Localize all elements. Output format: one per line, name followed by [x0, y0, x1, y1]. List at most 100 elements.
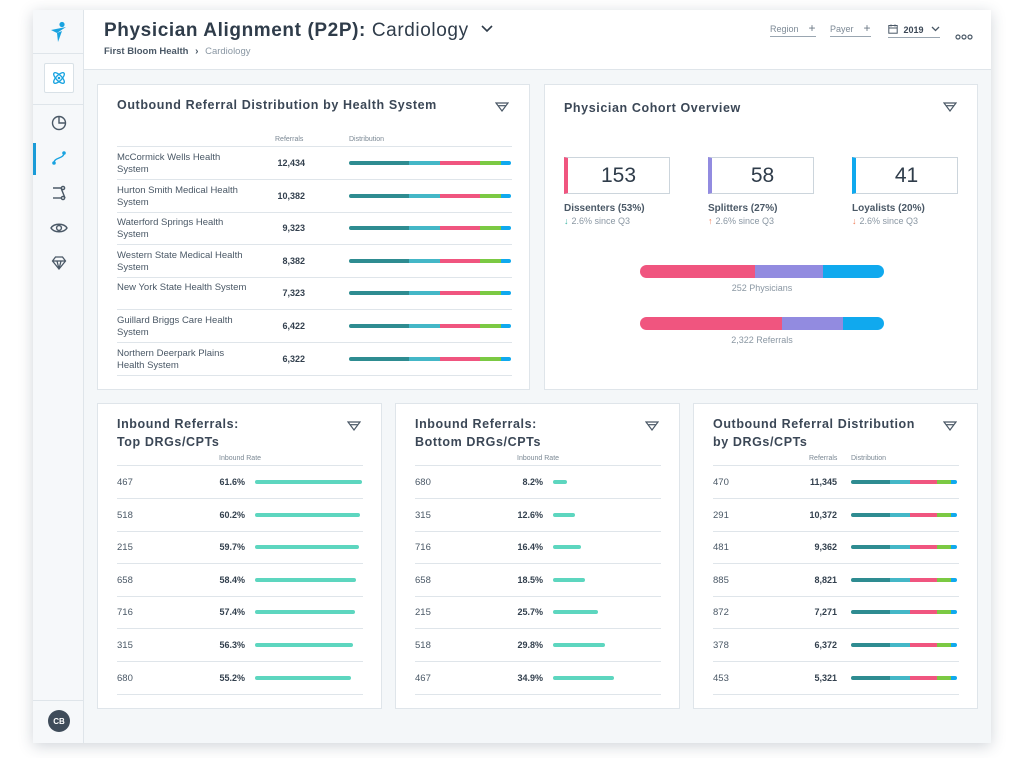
inbound-rate-bar[interactable]: [553, 675, 614, 680]
table-row[interactable]: 467 61.6%: [117, 466, 363, 499]
inbound-rate-bar[interactable]: [553, 610, 598, 615]
inbound-rate-bar[interactable]: [255, 610, 355, 615]
distribution-bar[interactable]: [851, 480, 957, 484]
table-row[interactable]: 680 55.2%: [117, 662, 363, 695]
inbound-rate-bar[interactable]: [553, 643, 605, 647]
inbound-rate-bar[interactable]: [553, 577, 586, 582]
distribution-bar[interactable]: [851, 512, 957, 517]
table-row[interactable]: 658 58.4%: [117, 564, 363, 597]
distribution-segment: [936, 643, 951, 647]
distribution-bar[interactable]: [851, 610, 957, 615]
card-title: Inbound Referrals: Bottom DRGs/CPTs: [415, 415, 541, 451]
inbound-rate-bar[interactable]: [553, 480, 568, 484]
nav-connections[interactable]: [33, 176, 84, 210]
payer-filter[interactable]: Payer +: [830, 22, 871, 37]
filter-menu-button[interactable]: [494, 99, 510, 117]
filter-menu-button[interactable]: [346, 418, 362, 436]
table-row[interactable]: 291 10,372: [713, 499, 959, 532]
cohort-delta-text: 2.6% since Q3: [859, 216, 919, 226]
table-row[interactable]: 378 6,372: [713, 629, 959, 662]
distribution-segment: [408, 356, 440, 361]
column-header-referrals: Referrals: [275, 136, 304, 143]
inbound-rate-bar[interactable]: [553, 545, 582, 550]
table-row[interactable]: 885 8,821: [713, 564, 959, 597]
distribution-bar[interactable]: [851, 643, 957, 647]
table-row[interactable]: McCormick Wells Health System 12,434: [117, 147, 512, 180]
filter-menu-button[interactable]: [644, 418, 660, 436]
referrals-stacked-bar[interactable]: [640, 317, 884, 330]
table-row[interactable]: Northern Deerpark Plains Health System 6,…: [117, 343, 512, 376]
inbound-rate-bar[interactable]: [255, 512, 360, 517]
table-row[interactable]: 518 60.2%: [117, 499, 363, 532]
table-row[interactable]: 680 8.2%: [415, 466, 661, 499]
table-row[interactable]: 872 7,271: [713, 596, 959, 630]
breadcrumb-root[interactable]: First Bloom Health: [104, 46, 189, 57]
distribution-segment: [480, 193, 502, 198]
distribution-bar[interactable]: [349, 161, 511, 165]
distribution-segment: [950, 610, 957, 615]
table-row[interactable]: 716 16.4%: [415, 531, 661, 565]
table-row[interactable]: 315 12.6%: [415, 499, 661, 532]
nav-atom[interactable]: [33, 61, 84, 95]
distribution-bar[interactable]: [851, 577, 957, 582]
table-row[interactable]: Hurton Smith Medical Health System 10,382: [117, 180, 512, 213]
distribution-bar[interactable]: [851, 545, 957, 550]
nav-watch[interactable]: [33, 211, 84, 245]
distribution-segment: [501, 226, 511, 231]
filter-menu-button[interactable]: [942, 418, 958, 436]
distribution-bar[interactable]: [349, 291, 511, 296]
table-row[interactable]: Western State Medical Health System 8,382: [117, 245, 512, 278]
distribution-segment: [950, 675, 957, 680]
page-title[interactable]: Physician Alignment (P2P): Cardiology: [104, 20, 493, 42]
cohort-count[interactable]: 153: [564, 157, 670, 194]
card-title: Outbound Referral Distribution by Health…: [117, 98, 437, 112]
table-row[interactable]: Guillard Briggs Care Health System 6,422: [117, 310, 512, 343]
inbound-rate-bar[interactable]: [553, 512, 575, 517]
physicians-stacked-bar[interactable]: [640, 265, 884, 278]
health-system-name: New York State Health System: [117, 282, 247, 294]
distribution-bar[interactable]: [349, 324, 511, 328]
table-row[interactable]: 658 18.5%: [415, 564, 661, 597]
region-filter[interactable]: Region +: [770, 22, 816, 37]
filter-menu-button[interactable]: [942, 99, 958, 117]
table-row[interactable]: 453 5,321: [713, 662, 959, 695]
table-row[interactable]: 716 57.4%: [117, 596, 363, 630]
app-logo[interactable]: [33, 10, 84, 54]
distribution-segment: [851, 545, 891, 550]
header: Physician Alignment (P2P): Cardiology Fi…: [84, 10, 991, 70]
table-row[interactable]: New York State Health System 7,323: [117, 277, 512, 311]
table-row[interactable]: Waterford Springs Health System 9,323: [117, 212, 512, 246]
referrals-caption: 2,322 Referrals: [731, 335, 793, 345]
nav-pie-chart[interactable]: [33, 106, 84, 140]
distribution-bar[interactable]: [349, 226, 511, 231]
cohort-count[interactable]: 41: [852, 157, 958, 194]
nav-referrals[interactable]: [33, 141, 84, 175]
avatar[interactable]: CB: [48, 710, 70, 732]
more-menu-button[interactable]: [955, 27, 973, 45]
table-row[interactable]: 470 11,345: [713, 466, 959, 499]
table-row[interactable]: 315 56.3%: [117, 629, 363, 662]
card-title-line2: by DRGs/CPTs: [713, 435, 808, 449]
card-title: Outbound Referral Distribution by DRGs/CP…: [713, 415, 915, 451]
card-title-line2: Bottom DRGs/CPTs: [415, 435, 542, 449]
inbound-rate-bar[interactable]: [255, 577, 357, 582]
distribution-bar[interactable]: [349, 356, 511, 361]
distribution-bar[interactable]: [349, 258, 511, 263]
inbound-rate-bar[interactable]: [255, 675, 351, 680]
distribution-bar[interactable]: [851, 675, 957, 680]
nav-premium[interactable]: [33, 246, 84, 280]
inbound-rate-bar[interactable]: [255, 545, 359, 550]
inbound-rate-bar[interactable]: [255, 480, 362, 484]
cohort-delta-text: 2.6% since Q3: [571, 216, 631, 226]
table-row[interactable]: 467 34.9%: [415, 662, 661, 695]
cohort-count[interactable]: 58: [708, 157, 814, 194]
table-row[interactable]: 481 9,362: [713, 531, 959, 565]
shuffle-icon: [52, 185, 66, 201]
inbound-rate-bar[interactable]: [255, 643, 353, 647]
app-window: CB Physician Alignment (P2P): Cardiology…: [33, 10, 991, 743]
table-row[interactable]: 215 59.7%: [117, 531, 363, 565]
table-row[interactable]: 215 25.7%: [415, 596, 661, 630]
year-filter[interactable]: 2019: [888, 24, 941, 38]
table-row[interactable]: 518 29.8%: [415, 629, 661, 662]
distribution-bar[interactable]: [349, 193, 511, 198]
